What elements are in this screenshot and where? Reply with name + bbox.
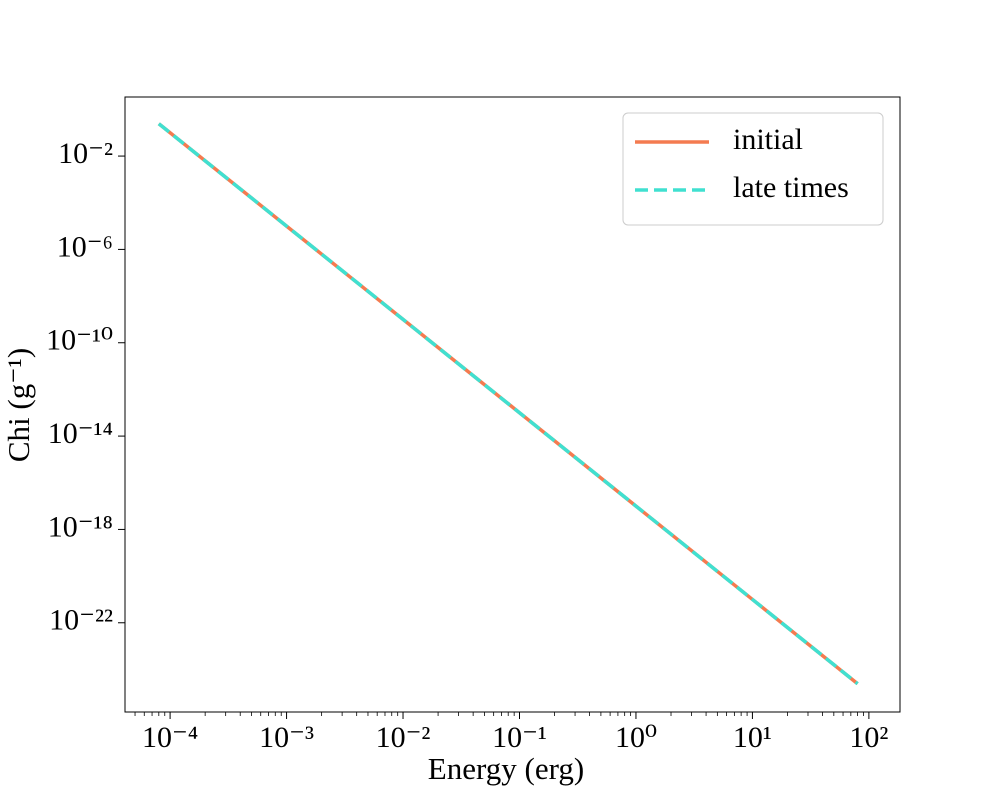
x-tick-label: 10² [849,721,888,754]
y-tick-label: 10⁻⁶ [57,230,113,263]
x-tick-label: 10⁻¹ [492,721,547,754]
series-line [157,122,859,686]
legend-label: late times [733,171,849,204]
plot-frame [124,96,901,713]
y-tick-label: 10⁻¹⁸ [48,510,113,543]
y-tick-label: 10⁻²² [49,604,113,637]
x-tick-label: 10¹ [733,721,772,754]
x-tick-label: 10⁰ [615,721,657,754]
legend-label: initial [733,123,803,156]
x-tick-label: 10⁻³ [259,721,314,754]
y-tick-label: 10⁻² [58,137,113,170]
x-tick-label: 10⁻⁴ [142,721,198,754]
legend: initial late times [622,112,884,226]
y-axis-label: Chi (g⁻¹) [1,348,36,462]
x-tick-label: 10⁻² [376,721,431,754]
x-axis-label: Energy (erg) [428,751,584,786]
y-tick-label: 10⁻¹⁴ [48,417,113,450]
y-tick-label: 10⁻¹⁰ [46,324,113,357]
